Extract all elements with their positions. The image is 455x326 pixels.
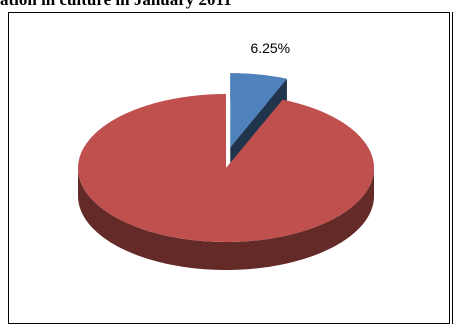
chart-frame-edge xyxy=(452,12,453,324)
pie-slice-0 xyxy=(230,73,287,148)
chart-frame xyxy=(8,12,450,324)
pie-layer: 6.25% xyxy=(78,40,375,270)
pie-slice-side-1 xyxy=(78,167,374,270)
pie-slice-label-0: 6.25% xyxy=(250,40,290,56)
chart-title: ation in culture in January 2011 xyxy=(0,0,455,10)
pie-slice-1 xyxy=(78,94,375,242)
